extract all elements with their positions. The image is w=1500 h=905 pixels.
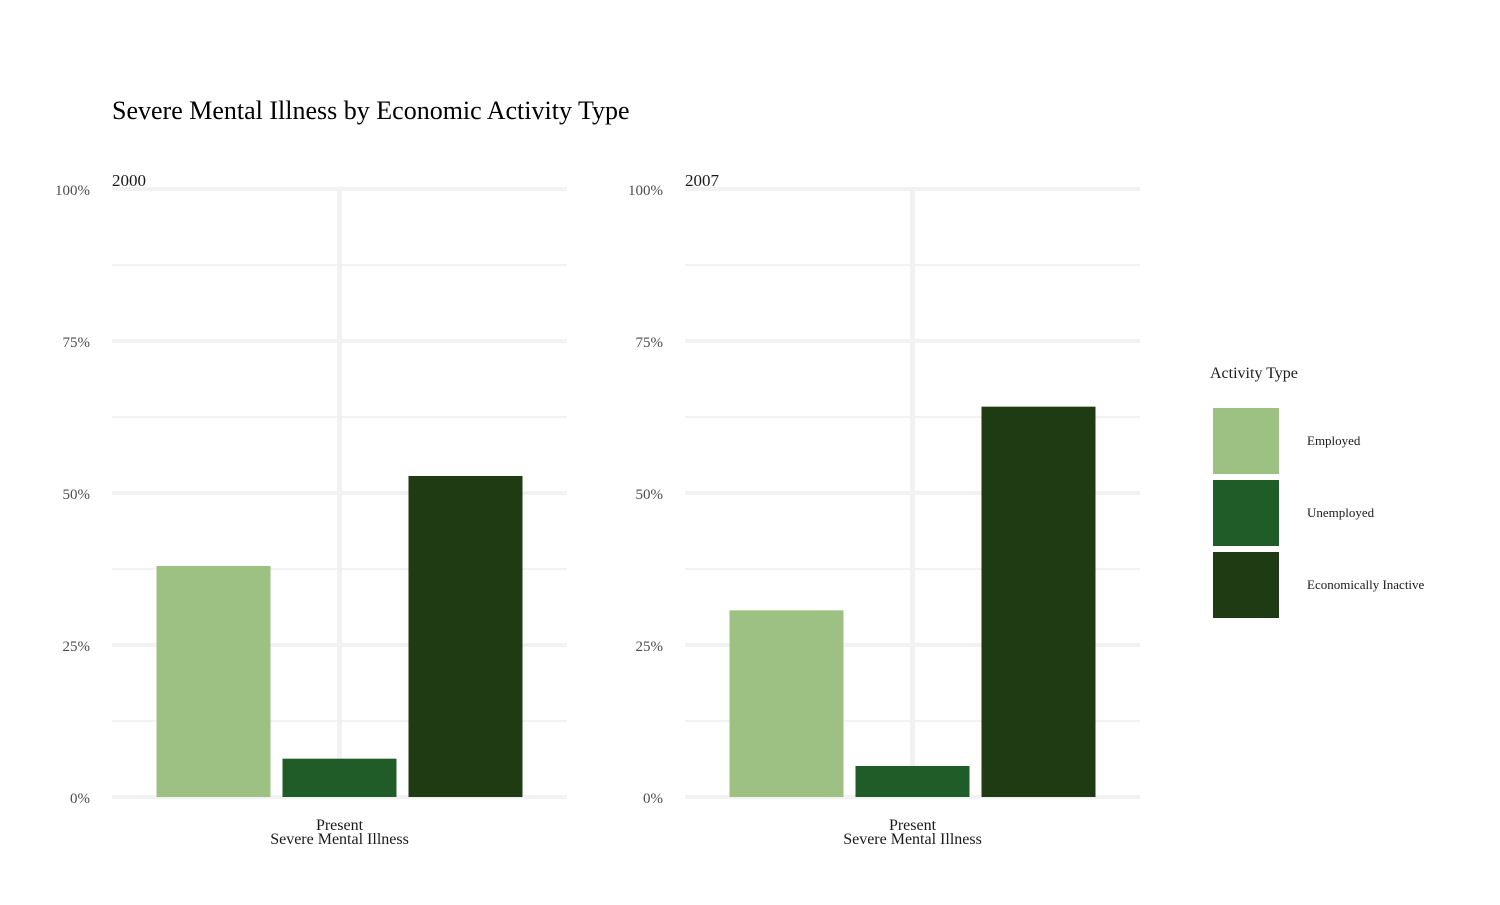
legend-title: Activity Type [1210, 365, 1298, 382]
facet-label: 2007 [685, 171, 720, 190]
y-tick-label: 50% [636, 487, 664, 503]
y-tick-label: 50% [63, 487, 91, 503]
facet-label: 2000 [112, 171, 146, 190]
legend-entry-unemployed: Unemployed [1213, 480, 1375, 546]
chart-title: Severe Mental Illness by Economic Activi… [112, 96, 630, 125]
y-tick-label: 25% [636, 639, 664, 655]
x-tick-label: Present [889, 817, 937, 834]
bar-2000-economically-inactive [408, 475, 523, 797]
y-tick-label: 75% [63, 335, 91, 351]
y-tick-label: 0% [643, 791, 663, 807]
legend: Activity Type Employed Unemployed Economic… [1210, 365, 1425, 618]
legend-label: Employed [1307, 433, 1361, 448]
bar-2000-unemployed [282, 758, 397, 797]
x-axis-title: Severe Mental Illness [270, 831, 409, 848]
bar-2007-unemployed [855, 765, 970, 797]
y-tick-label: 100% [55, 183, 90, 199]
y-tick-label: 25% [63, 639, 91, 655]
legend-entry-economically-inactive: Economically Inactive [1213, 552, 1425, 618]
x-tick-label: Present [316, 817, 364, 834]
legend-swatch [1213, 552, 1279, 618]
bar-2007-employed [729, 610, 844, 797]
y-tick-label: 75% [636, 335, 664, 351]
bar-2000-employed [156, 565, 271, 797]
legend-label: Unemployed [1307, 505, 1375, 520]
y-tick-label: 0% [70, 791, 90, 807]
legend-entry-employed: Employed [1213, 408, 1361, 474]
legend-label: Economically Inactive [1307, 577, 1425, 592]
legend-swatch [1213, 408, 1279, 474]
x-axis-title: Severe Mental Illness [843, 831, 982, 848]
bar-2007-economically-inactive [981, 406, 1096, 797]
legend-swatch [1213, 480, 1279, 546]
y-tick-label: 100% [628, 183, 663, 199]
